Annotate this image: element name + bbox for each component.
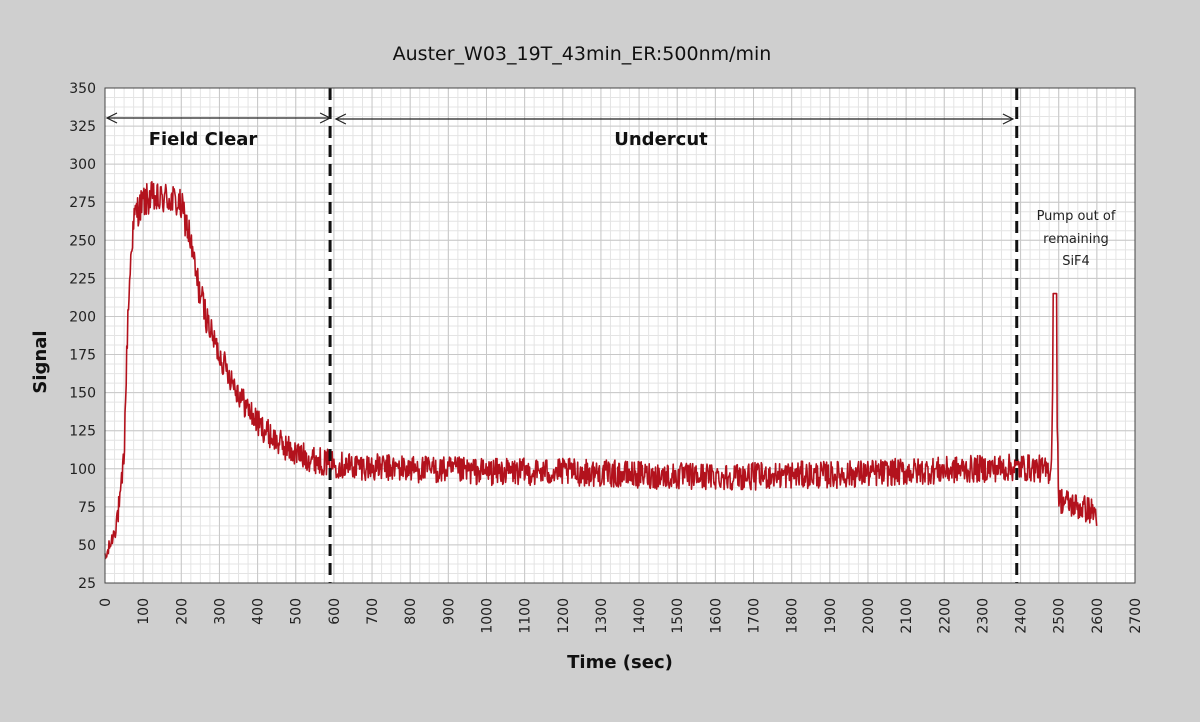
x-tick-label: 500 [289,598,305,625]
x-tick-label: 1100 [518,598,534,634]
y-tick-label: 50 [78,538,96,554]
arrow-head-right [1002,113,1015,125]
x-axis-label: Time (sec) [567,652,673,673]
y-tick-label: 350 [69,81,96,97]
x-tick-label: 2100 [899,598,915,634]
vline-layer [328,88,1019,583]
y-tick-label: 200 [69,309,96,325]
y-tick-label: 300 [69,157,96,173]
x-tick-label: 0 [98,598,114,607]
arrow-head-left [105,112,118,124]
y-tick-label: 125 [69,424,96,440]
series-layer [104,181,1098,560]
x-tick-label: 800 [403,598,419,625]
x-tick-label: 1600 [708,598,724,634]
pump-annotation-line2: remaining [1043,232,1109,247]
chart-title: Auster_W03_19T_43min_ER:500nm/min [393,43,772,65]
x-tick-label: 1000 [479,598,495,634]
x-tick-label: 1400 [632,598,648,634]
x-tick-label: 100 [136,598,152,625]
y-tick-label: 325 [69,119,96,135]
y-tick-label: 25 [78,576,96,592]
x-tick-label: 1300 [594,598,610,634]
y-tick-label: 100 [69,462,96,478]
y-tick-label: 175 [69,348,96,364]
y-tick-label: 275 [69,195,96,211]
x-tick-label: 2500 [1052,598,1068,634]
pump-annotation-line1: Pump out of [1037,209,1116,224]
signal-series-line [104,181,1098,560]
y-axis-label: Signal [30,330,51,393]
x-tick-label: 2600 [1090,598,1106,634]
x-tick-label: 900 [441,598,457,625]
x-tick-label: 2300 [975,598,991,634]
pump-annotation-line3: SiF4 [1062,254,1090,269]
x-tick-label: 2400 [1014,598,1030,634]
x-tick-label: 300 [212,598,228,625]
y-tick-label: 150 [69,386,96,402]
x-tick-label: 1200 [556,598,572,634]
arrow-head-right [319,112,332,124]
y-tick-labels: 25 50 75 100 125 150 175 200 225 250 275 300 325 350 [69,81,96,592]
x-tick-label: 1700 [747,598,763,634]
x-tick-label: 700 [365,598,381,625]
x-tick-label: 1500 [670,598,686,634]
field-clear-label: Field Clear [149,129,258,150]
x-tick-label: 1800 [785,598,801,634]
y-tick-label: 250 [69,233,96,249]
arrow-head-left [334,113,347,125]
plot-border [104,87,1136,584]
y-tick-label: 75 [78,500,96,516]
y-tick-label: 225 [69,271,96,287]
arrow-layer [105,112,1015,125]
undercut-label: Undercut [614,129,708,150]
x-tick-label: 1900 [823,598,839,634]
x-tick-label: 600 [327,598,343,625]
x-tick-labels: 0 100 200 300 400 500 600 700 800 900 1000 1100 1200… [98,598,1144,634]
x-tick-label: 2000 [861,598,877,634]
x-tick-label: 2200 [937,598,953,634]
x-tick-label: 400 [251,598,267,625]
x-tick-label: 2700 [1128,598,1144,634]
x-tick-label: 200 [174,598,190,625]
